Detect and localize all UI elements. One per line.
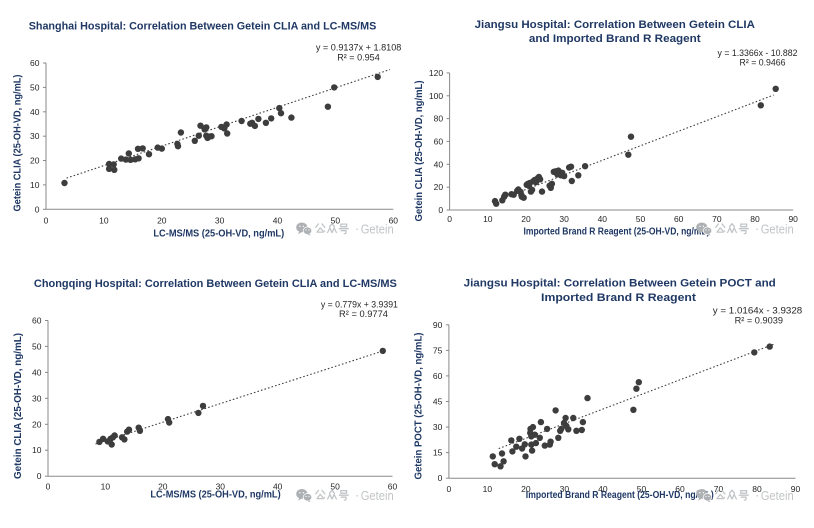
svg-text:80: 80 — [752, 484, 762, 494]
svg-text:50: 50 — [636, 214, 646, 224]
svg-text:30: 30 — [215, 215, 225, 225]
svg-text:10: 10 — [101, 482, 111, 492]
svg-text:90: 90 — [788, 214, 798, 224]
svg-text:90: 90 — [791, 484, 801, 494]
svg-text:60: 60 — [32, 316, 42, 326]
svg-text:Getein: Getein — [361, 488, 394, 503]
svg-text:Imported Brand R Reagent (25-O: Imported Brand R Reagent (25-OH-VD, ng/m… — [524, 227, 710, 238]
svg-text:75: 75 — [433, 345, 443, 355]
svg-text:·: · — [755, 221, 759, 236]
svg-text:50: 50 — [30, 82, 40, 92]
svg-text:y = 1.3366x - 10.882: y = 1.3366x - 10.882 — [718, 48, 798, 59]
svg-text:Getein POCT (25-OH-VD, ng/mL): Getein POCT (25-OH-VD, ng/mL) — [413, 333, 424, 480]
svg-text:Imported Brand R Reagent (25-O: Imported Brand R Reagent (25-OH-VD, ng/m… — [526, 490, 714, 501]
svg-text:·: · — [355, 221, 359, 236]
svg-text:10: 10 — [32, 445, 42, 455]
svg-text:0: 0 — [37, 471, 42, 481]
svg-text:30: 30 — [433, 422, 443, 432]
svg-text:60: 60 — [389, 215, 399, 225]
svg-text:10: 10 — [30, 180, 40, 190]
svg-text:R² = 0.9774: R² = 0.9774 — [339, 309, 388, 320]
svg-text:y = 1.0164x - 3.9328: y = 1.0164x - 3.9328 — [713, 305, 803, 316]
svg-text:10: 10 — [483, 484, 493, 494]
svg-text:·: · — [755, 487, 759, 502]
svg-text:Imported Brand R Reagent: Imported Brand R Reagent — [541, 292, 696, 304]
svg-text:0: 0 — [438, 205, 443, 215]
svg-text:Getein: Getein — [361, 222, 394, 237]
svg-text:20: 20 — [434, 182, 444, 192]
svg-text:50: 50 — [32, 341, 42, 351]
svg-text:Getein CLIA (25-OH-VD, ng/mL): Getein CLIA (25-OH-VD, ng/mL) — [414, 80, 425, 221]
svg-text:70: 70 — [714, 484, 724, 494]
svg-text:20: 20 — [158, 482, 168, 492]
svg-text:10: 10 — [99, 215, 109, 225]
svg-text:LC-MS/MS (25-OH-VD, ng/mL): LC-MS/MS (25-OH-VD, ng/mL) — [150, 489, 280, 500]
svg-text:Getein CLIA (25-OH-VD, ng/mL): Getein CLIA (25-OH-VD, ng/mL) — [12, 75, 23, 212]
svg-text:0: 0 — [35, 204, 40, 214]
svg-text:Jiangsu Hospital: Correlation: Jiangsu Hospital: Correlation Between Ge… — [464, 277, 776, 289]
svg-text:60: 60 — [388, 482, 398, 492]
svg-text:30: 30 — [216, 482, 226, 492]
svg-text:y = 0.9137x + 1.8108: y = 0.9137x + 1.8108 — [316, 43, 402, 54]
svg-text:20: 20 — [521, 484, 531, 494]
svg-text:20: 20 — [30, 156, 40, 166]
svg-text:60: 60 — [434, 136, 444, 146]
svg-text:R² = 0.9466: R² = 0.9466 — [740, 58, 786, 69]
svg-text:80: 80 — [434, 114, 444, 124]
svg-text:15: 15 — [433, 448, 443, 458]
svg-text:40: 40 — [273, 482, 283, 492]
svg-text:Shanghai Hospital: Correlation: Shanghai Hospital: Correlation Between G… — [29, 21, 377, 33]
svg-text:20: 20 — [521, 214, 531, 224]
svg-text:LC-MS/MS (25-OH-VD, ng/mL): LC-MS/MS (25-OH-VD, ng/mL) — [153, 229, 284, 240]
svg-text:0: 0 — [46, 482, 51, 492]
svg-text:·: · — [355, 487, 359, 502]
svg-text:0: 0 — [44, 215, 49, 225]
svg-text:90: 90 — [433, 320, 443, 330]
svg-text:0: 0 — [438, 473, 443, 483]
svg-text:Jiangsu Hospital: Correlation: Jiangsu Hospital: Correlation Between Ge… — [475, 19, 755, 31]
svg-text:Getein: Getein — [761, 488, 794, 503]
svg-text:50: 50 — [637, 484, 647, 494]
svg-text:45: 45 — [433, 397, 443, 407]
svg-text:30: 30 — [559, 214, 569, 224]
svg-text:20: 20 — [157, 215, 167, 225]
svg-text:R² = 0.954: R² = 0.954 — [337, 53, 380, 64]
svg-text:60: 60 — [674, 214, 684, 224]
svg-text:80: 80 — [750, 214, 760, 224]
svg-text:120: 120 — [429, 68, 443, 78]
svg-text:30: 30 — [560, 484, 570, 494]
svg-text:60: 60 — [675, 484, 685, 494]
svg-text:60: 60 — [30, 58, 40, 68]
svg-text:Chongqing Hospital: Correlatio: Chongqing Hospital: Correlation Between … — [34, 278, 397, 290]
svg-text:50: 50 — [330, 482, 340, 492]
svg-text:40: 40 — [598, 484, 608, 494]
svg-text:R² = 0.9039: R² = 0.9039 — [735, 316, 783, 327]
svg-text:10: 10 — [483, 214, 493, 224]
svg-text:70: 70 — [712, 214, 722, 224]
svg-text:0: 0 — [447, 214, 452, 224]
svg-text:y = 0.779x + 3.9391: y = 0.779x + 3.9391 — [321, 299, 398, 310]
svg-text:50: 50 — [331, 215, 341, 225]
svg-text:0: 0 — [447, 484, 452, 494]
svg-text:40: 40 — [273, 215, 283, 225]
svg-text:and Imported Brand R Reagent: and Imported Brand R Reagent — [529, 33, 701, 45]
svg-text:40: 40 — [32, 367, 42, 377]
svg-text:30: 30 — [32, 393, 42, 403]
svg-text:40: 40 — [598, 214, 608, 224]
svg-text:40: 40 — [30, 107, 40, 117]
svg-text:100: 100 — [429, 91, 443, 101]
svg-text:30: 30 — [30, 131, 40, 141]
svg-text:Getein: Getein — [761, 222, 794, 237]
svg-text:20: 20 — [32, 419, 42, 429]
svg-text:60: 60 — [433, 371, 443, 381]
svg-text:40: 40 — [434, 159, 444, 169]
svg-text:Getein CLIA (25-OH-VD, ng/mL): Getein CLIA (25-OH-VD, ng/mL) — [13, 333, 24, 479]
